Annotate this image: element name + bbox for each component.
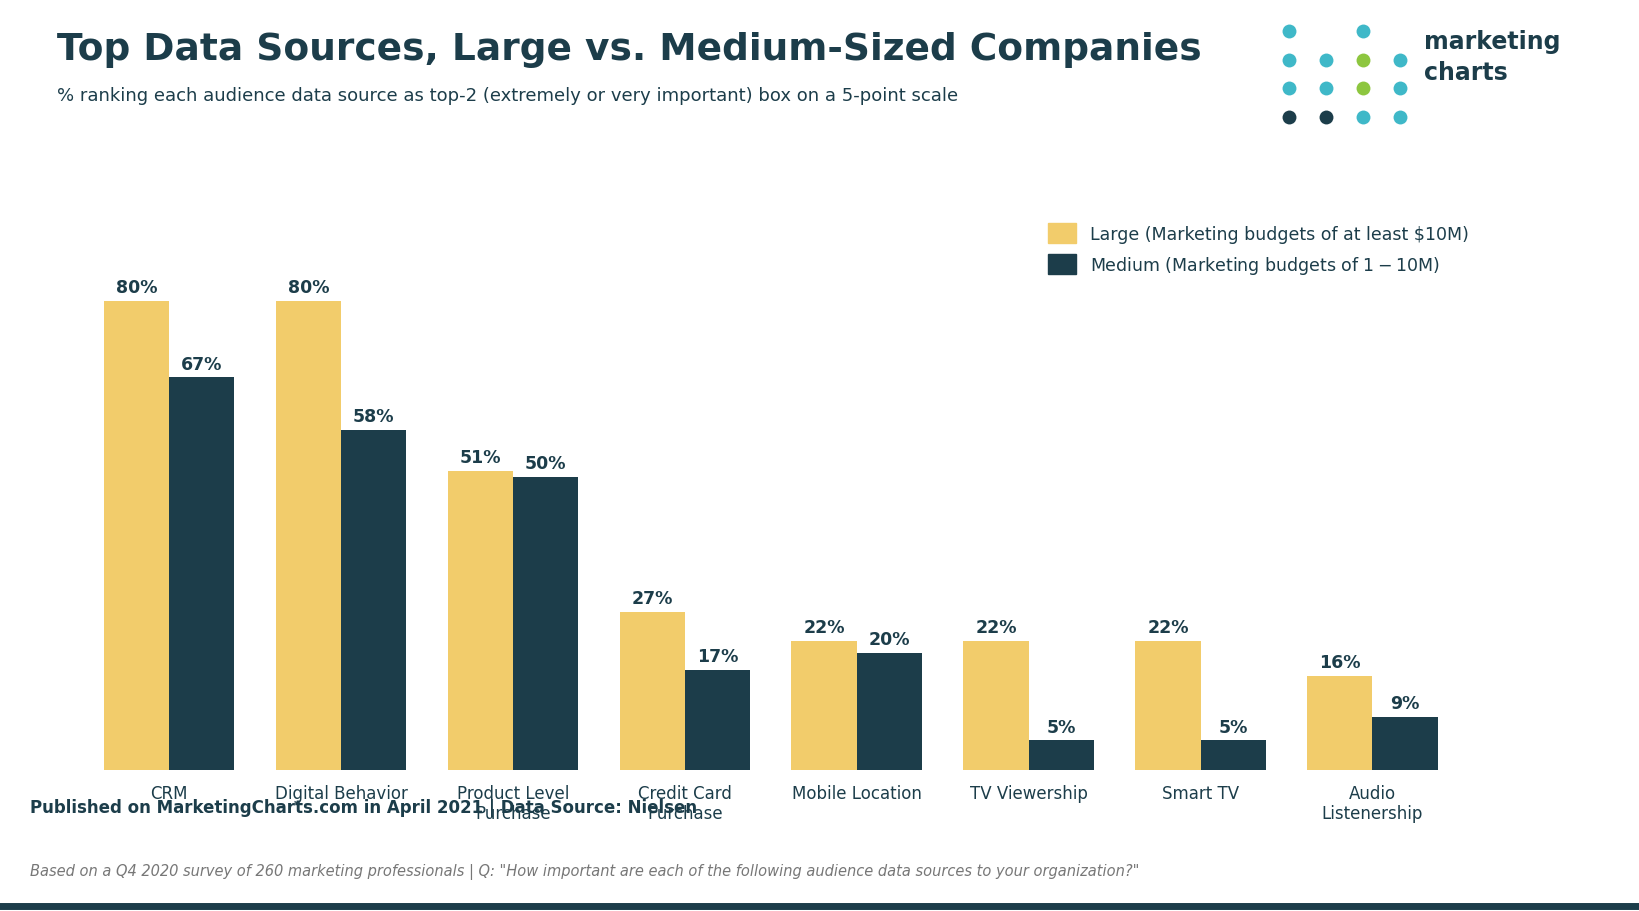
Text: 5%: 5% [1046, 718, 1075, 736]
Text: Based on a Q4 2020 survey of 260 marketing professionals | Q: "How important are: Based on a Q4 2020 survey of 260 marketi… [30, 863, 1137, 879]
Bar [620, 612, 685, 770]
Bar [1028, 741, 1093, 770]
Bar [1306, 676, 1372, 770]
Text: 80%: 80% [287, 279, 329, 297]
Bar [1372, 717, 1437, 770]
Text: Published on MarketingCharts.com in April 2021 | Data Source: Nielsen: Published on MarketingCharts.com in Apri… [30, 798, 697, 816]
Text: Top Data Sources, Large vs. Medium-Sized Companies: Top Data Sources, Large vs. Medium-Sized… [57, 32, 1201, 67]
Text: 22%: 22% [975, 619, 1016, 637]
Bar [169, 378, 234, 770]
Text: 27%: 27% [631, 589, 672, 607]
Legend: Large (Marketing budgets of at least $10M), Medium (Marketing budgets of $1-$10M: Large (Marketing budgets of at least $10… [1041, 217, 1475, 283]
Bar [341, 431, 406, 770]
Text: marketing
charts: marketing charts [1423, 30, 1559, 85]
Text: 17%: 17% [697, 648, 738, 666]
Bar [1134, 641, 1200, 770]
Text: 16%: 16% [1318, 653, 1360, 671]
Bar [1200, 741, 1265, 770]
Bar [962, 641, 1028, 770]
Text: 22%: 22% [803, 619, 844, 637]
Bar [685, 670, 749, 770]
Bar [856, 653, 921, 770]
Bar [103, 302, 169, 770]
Text: 20%: 20% [869, 630, 910, 648]
Text: 50%: 50% [524, 455, 565, 473]
Text: 67%: 67% [180, 355, 223, 374]
Text: 22%: 22% [1146, 619, 1188, 637]
Bar [275, 302, 341, 770]
Bar [447, 472, 513, 770]
Text: % ranking each audience data source as top-2 (extremely or very important) box o: % ranking each audience data source as t… [57, 87, 957, 105]
Bar [792, 641, 856, 770]
Text: 51%: 51% [459, 449, 502, 466]
Text: 9%: 9% [1390, 694, 1419, 712]
Text: 80%: 80% [116, 279, 157, 297]
Text: 5%: 5% [1218, 718, 1247, 736]
Text: 58%: 58% [352, 408, 395, 425]
Bar [513, 477, 579, 770]
